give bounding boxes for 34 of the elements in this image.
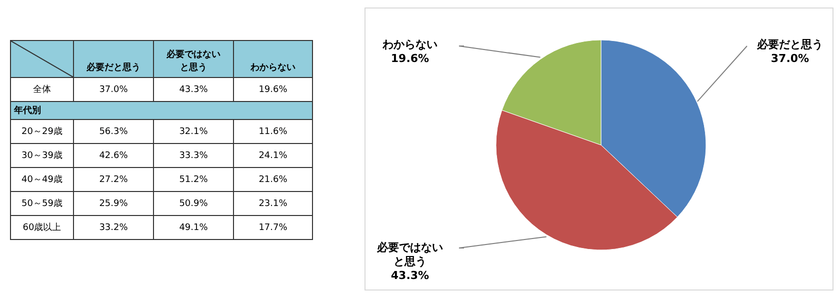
data-label: 51.2% — [154, 168, 234, 192]
data-label: 17.7% — [234, 216, 312, 240]
y-tick-label: 40～49歳 — [10, 168, 74, 192]
data-label: 24.1% — [234, 144, 312, 168]
data-label: 21.6% — [234, 168, 312, 192]
data-label: 32.1% — [154, 120, 234, 144]
table-column-header: わからない — [234, 40, 312, 78]
data-label: 25.9% — [74, 192, 154, 216]
data-label: 43.3% — [390, 269, 430, 283]
data-label: 23.1% — [234, 192, 312, 216]
data-label: 49.1% — [154, 216, 234, 240]
data-label: 43.3% — [154, 78, 234, 102]
data-label: 33.2% — [74, 216, 154, 240]
data-label: 19.6% — [390, 52, 430, 66]
y-tick-label: 60歳以上 — [10, 216, 74, 240]
y-tick-label: 50～59歳 — [10, 192, 74, 216]
data-label: 11.6% — [234, 120, 312, 144]
y-tick-label: 全体 — [10, 78, 74, 102]
table-column-header: 必要だと思う — [74, 40, 154, 78]
data-label: 37.0% — [74, 78, 154, 102]
slice-label: 必要だと思う — [756, 38, 824, 52]
data-label: 27.2% — [74, 168, 154, 192]
data-label: 37.0% — [770, 52, 810, 66]
picture-table-section-header: 年代別 — [10, 102, 312, 120]
data-label: 42.6% — [74, 144, 154, 168]
y-tick-label: 20～29歳 — [10, 120, 74, 144]
y-tick-label: 30～39歳 — [10, 144, 74, 168]
slice-label: わからない — [382, 38, 438, 52]
table-column-header: 必要ではないと思う — [154, 40, 234, 78]
data-label: 56.3% — [74, 120, 154, 144]
data-label: 50.9% — [154, 192, 234, 216]
data-label: 19.6% — [234, 78, 312, 102]
slice-label: 必要ではないと思う — [376, 241, 444, 269]
data-label: 33.3% — [154, 144, 234, 168]
